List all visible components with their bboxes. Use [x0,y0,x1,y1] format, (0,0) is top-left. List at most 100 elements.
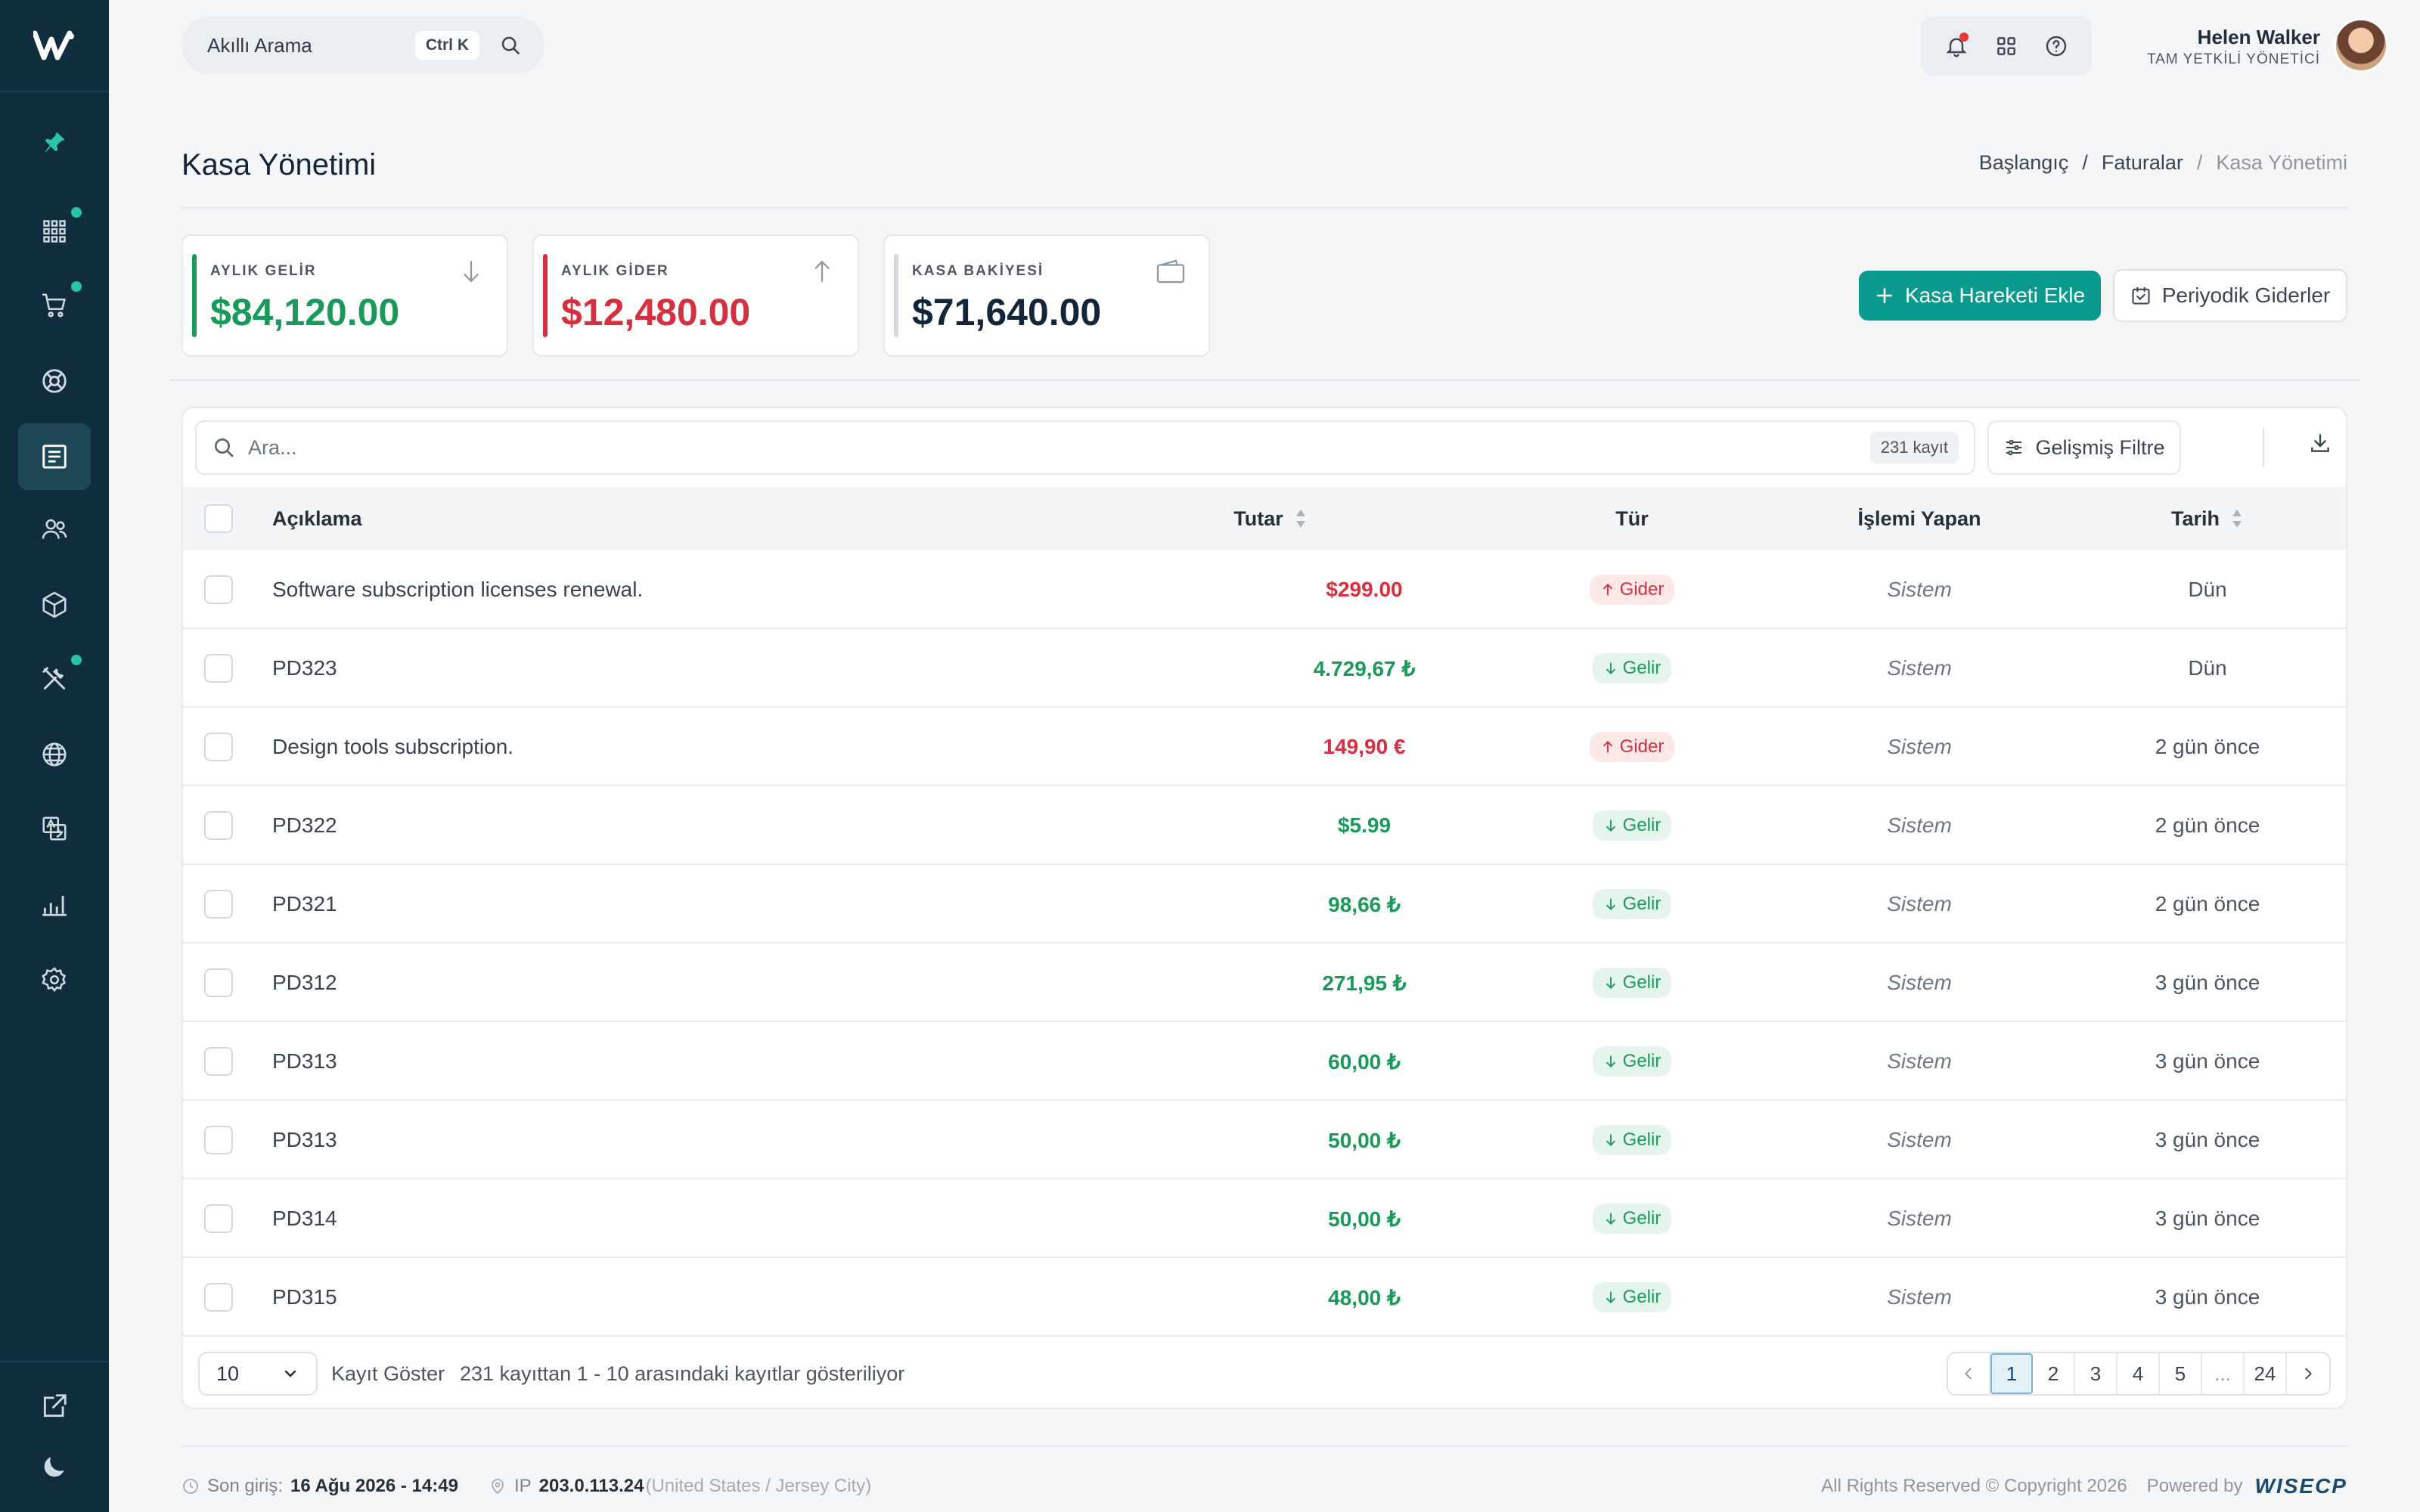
column-performed-by[interactable]: İşlemi Yapan [1857,507,1981,530]
sliders-icon [2006,439,2022,456]
table-row[interactable]: PD312 271,95 ₺ Gelir Sistem 3 gün önce [183,943,2346,1022]
table-row[interactable]: PD313 50,00 ₺ Gelir Sistem 3 gün önce [183,1101,2346,1179]
smart-search-placeholder: Akıllı Arama [207,33,312,57]
row-checkbox[interactable] [204,811,233,840]
row-actions-button[interactable] [2199,1258,2346,1337]
prev-page-button[interactable] [1948,1353,1990,1394]
page-button-last[interactable]: 24 [2245,1353,2287,1394]
divider [182,207,2347,209]
column-description[interactable]: Açıklama [272,507,362,530]
sidebar-item-reports[interactable] [18,871,91,937]
row-actions-button[interactable] [2199,629,2346,708]
row-checkbox[interactable] [204,1047,233,1076]
last-login-label: Son giriş: [207,1476,284,1496]
row-performed-by: Sistem [1887,1049,1952,1073]
page-size-value: 10 [216,1362,240,1385]
table-row[interactable]: PD321 98,66 ₺ Gelir Sistem 2 gün önce [183,865,2346,943]
sidebar-item-languages[interactable] [18,795,91,862]
help-button[interactable] [2040,29,2073,63]
row-amount: $5.99 [1337,813,1392,837]
row-checkbox[interactable] [204,1126,233,1154]
arrow-up-icon [814,260,830,282]
breadcrumb-home[interactable]: Başlangıç [1978,151,2069,174]
users-icon [42,519,67,539]
page-button-2[interactable]: 2 [2033,1353,2075,1394]
table-row[interactable]: PD313 60,00 ₺ Gelir Sistem 3 gün önce [183,1022,2346,1101]
row-checkbox[interactable] [204,1204,233,1233]
row-description: Design tools subscription. [272,735,514,758]
table-row[interactable]: PD322 $5.99 Gelir Sistem 2 gün önce [183,786,2346,865]
row-actions-button[interactable] [2199,865,2346,943]
globe-icon [42,742,67,767]
row-actions-button[interactable] [2199,1022,2346,1101]
apps-icon [43,220,66,243]
breadcrumb-separator: / [2082,151,2088,174]
table-row[interactable]: Software subscription licenses renewal. $… [183,550,2346,629]
row-checkbox[interactable] [204,890,233,919]
table-row[interactable]: PD314 50,00 ₺ Gelir Sistem 3 gün önce [183,1179,2346,1258]
sidebar-item-settings[interactable] [18,947,91,1013]
column-amount[interactable]: Tutar [1142,487,1399,550]
column-type[interactable]: Tür [1615,507,1649,530]
notification-dot [71,207,82,218]
sidebar-open-site[interactable] [18,1373,91,1439]
avatar[interactable] [2334,18,2388,73]
page-size-select[interactable]: 10 [198,1352,318,1396]
stat-accent-bar [543,254,548,337]
row-checkbox[interactable] [204,1283,233,1312]
app-logo[interactable] [0,0,109,92]
table-row[interactable]: Design tools subscription. 149,90 € Gider S… [183,708,2346,786]
periodic-expenses-button[interactable]: Periyodik Giderler [2113,269,2347,322]
sidebar-item-apps[interactable] [18,198,91,265]
row-checkbox[interactable] [204,575,233,604]
sidebar-item-support[interactable] [18,348,91,414]
sidebar-item-pinned[interactable] [18,109,91,175]
page-button-1[interactable]: 1 [1990,1353,2033,1394]
advanced-filter-button[interactable]: Gelişmiş Filtre [1987,420,2181,475]
sidebar-item-invoices[interactable] [18,423,91,490]
translate-icon [42,816,67,841]
stat-value: $71,640.00 [912,291,1102,333]
row-actions-button[interactable] [2199,550,2346,629]
row-actions-button[interactable] [2199,1101,2346,1179]
type-badge-label: Gelir [1622,658,1661,678]
row-checkbox[interactable] [204,968,233,997]
row-checkbox[interactable] [204,733,233,761]
breadcrumb-invoices[interactable]: Faturalar [2101,151,2183,174]
row-checkbox[interactable] [204,654,233,683]
row-actions-button[interactable] [2199,786,2346,865]
stat-accent-bar [894,254,898,337]
row-amount: 149,90 € [1323,735,1406,758]
apps-button[interactable] [1990,29,2023,63]
row-actions-button[interactable] [2199,708,2346,786]
sidebar-item-domains[interactable] [18,721,91,788]
shortcut-badge: Ctrl K [414,31,479,60]
page-button-3[interactable]: 3 [2075,1353,2118,1394]
next-page-button[interactable] [2287,1353,2329,1394]
sidebar-theme-toggle[interactable] [18,1433,91,1500]
sidebar-item-products[interactable] [18,572,91,638]
table-row[interactable]: PD315 48,00 ₺ Gelir Sistem 3 gün önce [183,1258,2346,1337]
select-all-checkbox[interactable] [204,504,233,533]
row-actions-button[interactable] [2199,1179,2346,1258]
sidebar-item-tools[interactable] [18,646,91,712]
export-button[interactable] [2308,431,2332,455]
row-actions-button[interactable] [2199,943,2346,1022]
table-search[interactable]: Ara... 231 kayıt [195,420,1975,475]
brand-logo[interactable]: WISECP [2254,1474,2347,1498]
smart-search[interactable]: Akıllı Arama Ctrl K [182,17,544,74]
sidebar-item-customers[interactable] [18,496,91,562]
sidebar-item-orders[interactable] [18,272,91,339]
add-cash-movement-button[interactable]: Kasa Hareketi Ekle [1859,271,2101,321]
record-count-badge: 231 kayıt [1869,432,1959,463]
user-name[interactable]: Helen Walker [2197,26,2320,48]
page-button-5[interactable]: 5 [2160,1353,2202,1394]
calendar-check-icon [2132,287,2150,305]
table-row[interactable]: PD323 4.729,67 ₺ Gelir Sistem Dün [183,629,2346,708]
column-date[interactable]: Tarih [2045,487,2346,550]
notifications-button[interactable] [1940,29,1973,63]
table-header: Açıklama Tutar Tür İşlemi Yapan Tarih [183,487,2346,550]
column-amount-label: Tutar [1233,507,1283,530]
type-badge-label: Gider [1619,579,1665,600]
page-button-4[interactable]: 4 [2118,1353,2160,1394]
